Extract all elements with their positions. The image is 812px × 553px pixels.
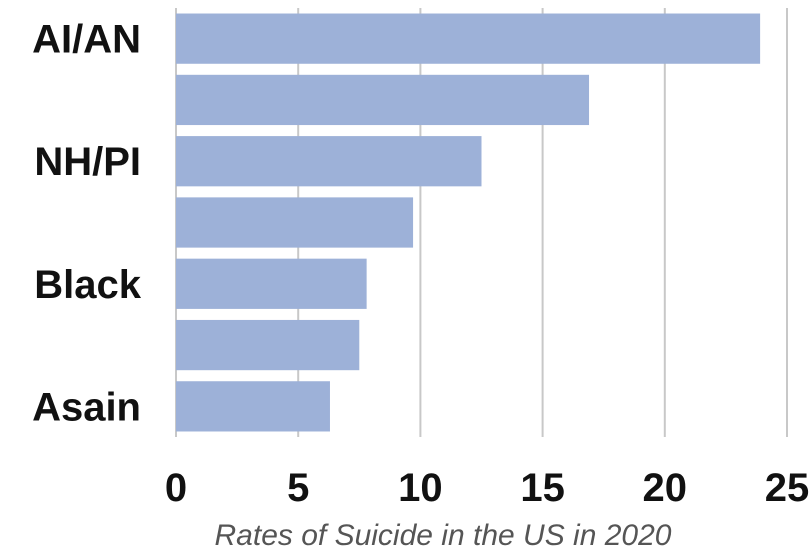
- category-label: Asain: [32, 385, 141, 429]
- bar-6: [176, 381, 330, 432]
- bars: [176, 13, 761, 432]
- x-axis-title: Rates of Suicide in the US in 2020: [215, 519, 672, 552]
- x-tick-label: 0: [165, 466, 187, 510]
- bar-4: [176, 258, 367, 309]
- category-label: NH/PI: [34, 140, 141, 184]
- x-tick-label: 20: [643, 466, 688, 510]
- category-label: AI/AN: [32, 18, 141, 62]
- x-tick-label: 10: [398, 466, 443, 510]
- category-label: Black: [34, 263, 141, 307]
- x-tick-label: 25: [765, 466, 810, 510]
- bar-5: [176, 319, 360, 371]
- bar-0: [176, 13, 761, 64]
- bar-1: [176, 74, 590, 126]
- x-tick-labels: 0 5 10 15 20 25: [165, 466, 809, 510]
- bar-2: [176, 136, 482, 187]
- bar-3: [176, 197, 414, 248]
- x-tick-label: 5: [287, 466, 309, 510]
- category-labels: AI/AN NH/PI Black Asain: [32, 18, 142, 430]
- x-tick-label: 15: [520, 466, 565, 510]
